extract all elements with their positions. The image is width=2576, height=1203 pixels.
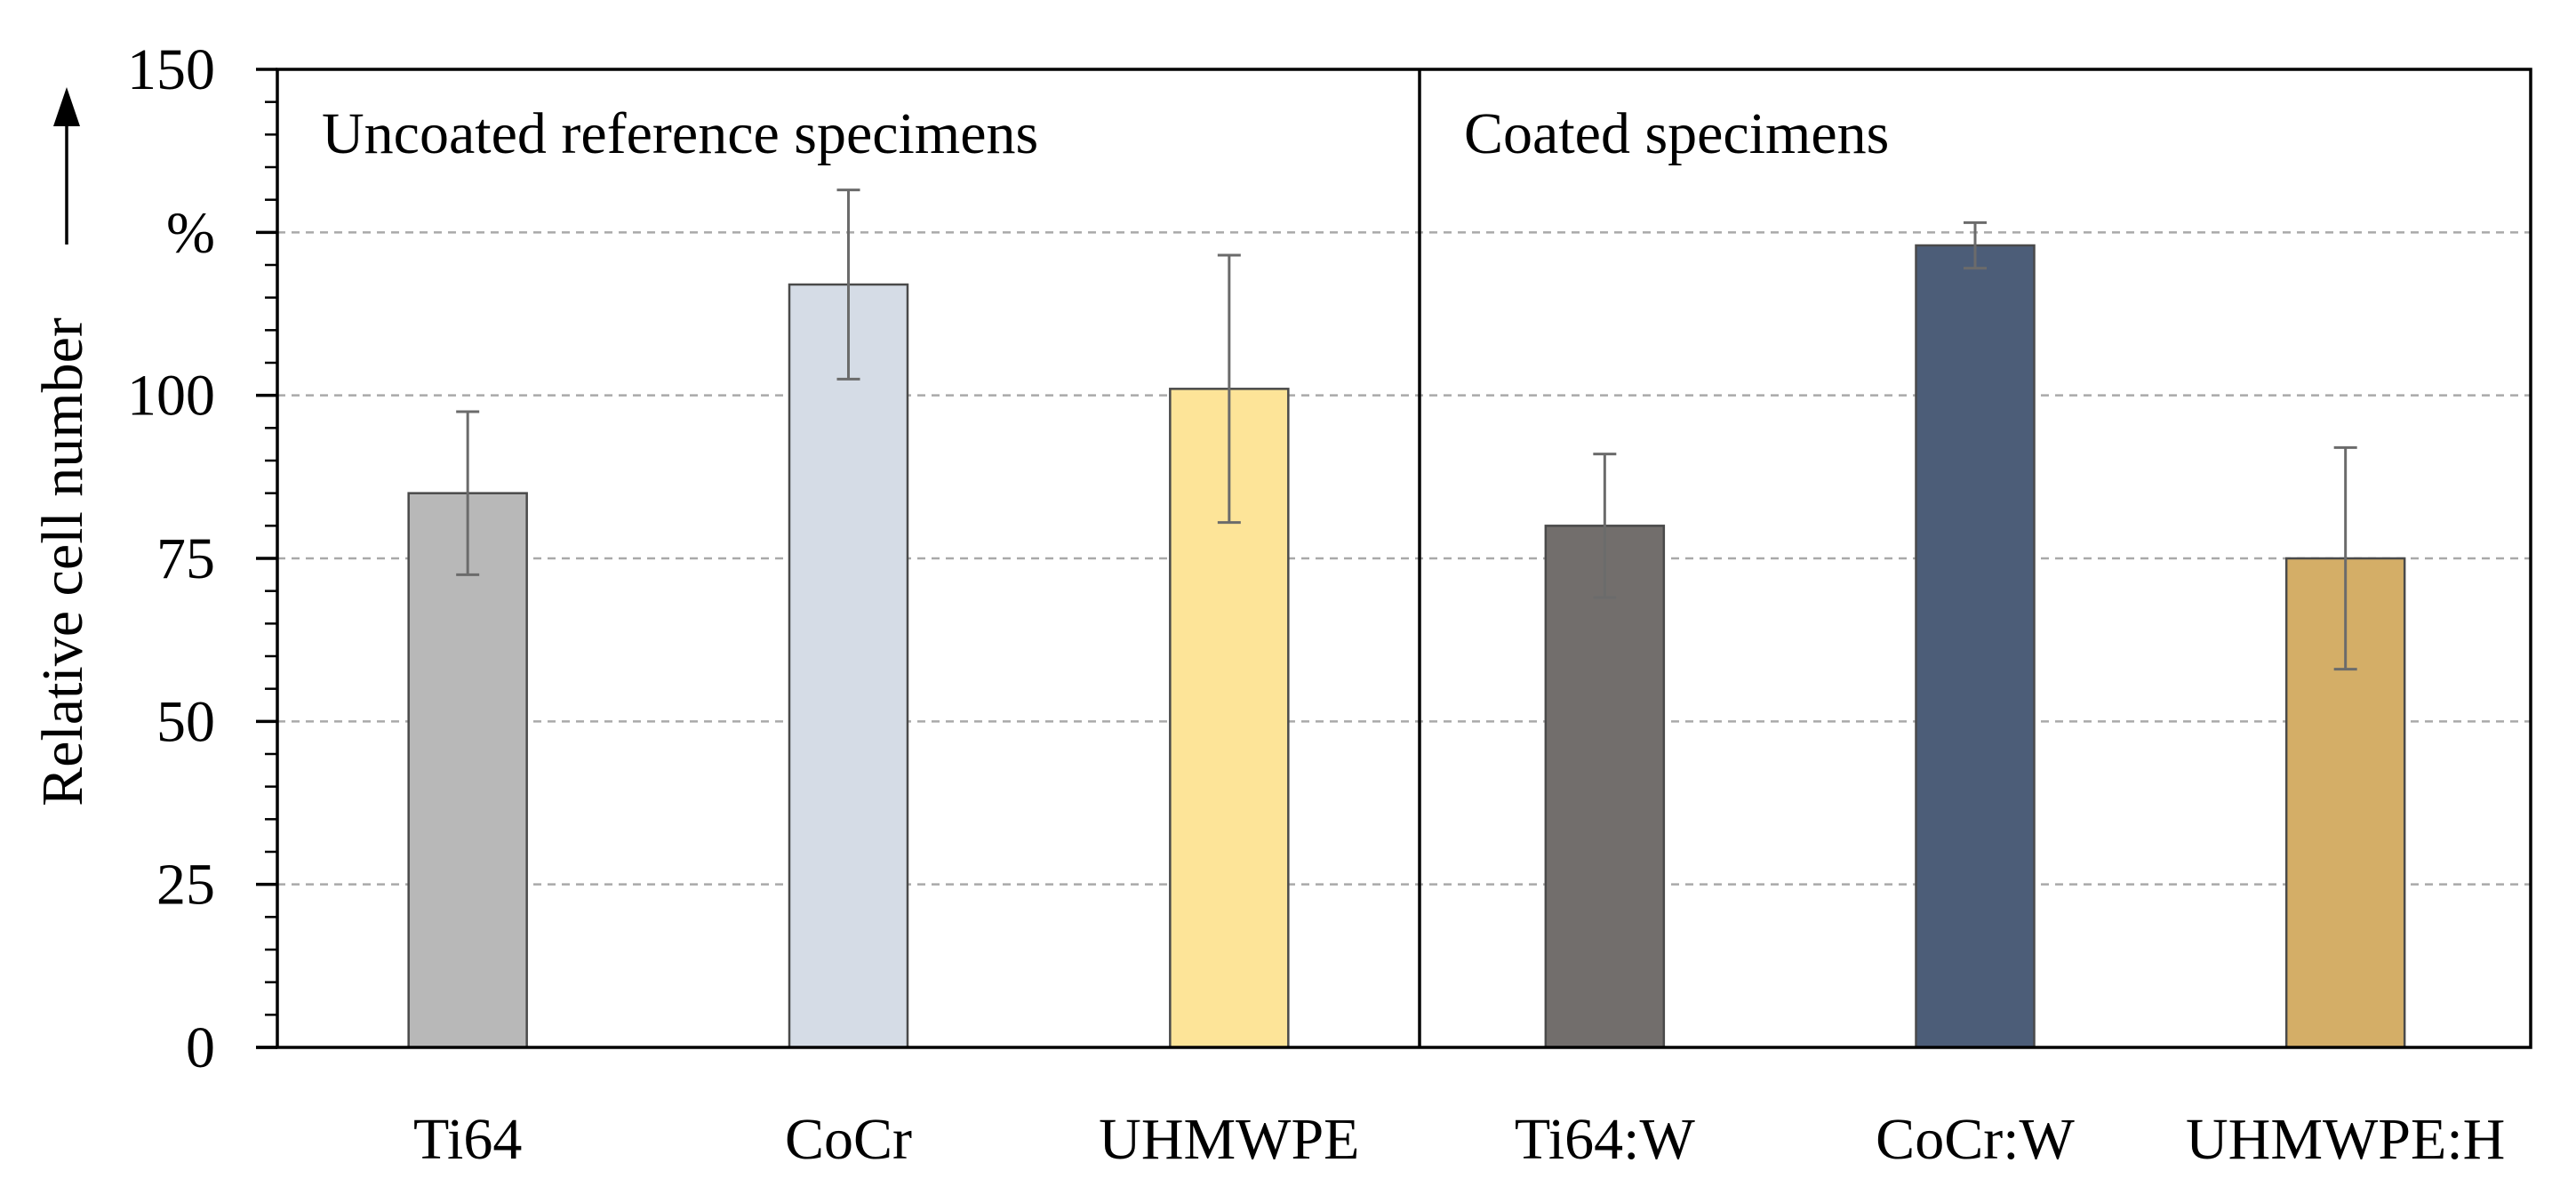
error-bars <box>456 188 2357 671</box>
y-tick-label: 100 <box>127 364 215 429</box>
bar-ti64-w <box>1544 525 1666 1049</box>
y-tick-label: 0 <box>186 1015 215 1080</box>
panel-title: Coated specimens <box>1464 101 1889 166</box>
y-unit-label: % <box>166 200 215 265</box>
bar-cocr <box>788 283 909 1049</box>
bar-cocr-w <box>1915 244 2036 1049</box>
y-tick-label: 25 <box>156 853 215 918</box>
y-axis-title: Relative cell number <box>30 317 95 806</box>
y-tick-label: 150 <box>127 37 215 102</box>
labels: Ti64 CoCr UHMWPE Uncoated reference specime… <box>30 37 2505 1172</box>
category-label: Ti64:W <box>1515 1107 1696 1172</box>
axes <box>53 68 2532 1049</box>
category-label: CoCr:W <box>1876 1107 2075 1172</box>
bar-ti64 <box>407 492 528 1049</box>
bars <box>407 244 2406 1049</box>
panel-title: Uncoated reference specimens <box>322 101 1038 166</box>
y-tick-label: 50 <box>156 689 215 754</box>
y-tick-label: 75 <box>156 526 215 591</box>
category-label: UHMWPE:H <box>2186 1107 2505 1172</box>
category-label: CoCr <box>785 1107 912 1172</box>
category-label: UHMWPE <box>1099 1107 1359 1172</box>
y-arrow-head <box>53 87 80 126</box>
gridlines <box>277 231 2531 886</box>
category-label: Ti64 <box>413 1107 522 1172</box>
